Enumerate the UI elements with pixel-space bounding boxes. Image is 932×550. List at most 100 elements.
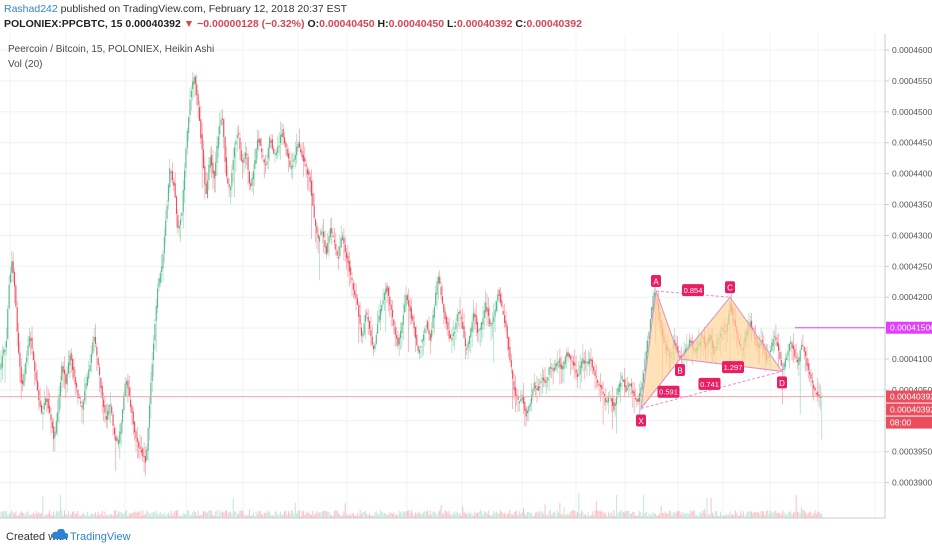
- price-tag-label: 08:00: [890, 418, 912, 428]
- price-tag-label: 0.00041506: [890, 323, 932, 333]
- candle-body: [238, 133, 240, 135]
- volume-bar: [27, 511, 29, 518]
- volume-bar: [393, 512, 395, 518]
- volume-bar: [351, 513, 353, 518]
- volume-bar: [4, 511, 6, 518]
- volume-bar: [355, 515, 357, 518]
- candle-body: [335, 243, 337, 250]
- candle-body: [645, 351, 647, 360]
- volume-bar: [263, 512, 265, 518]
- tradingview-brand-link[interactable]: TradingView: [70, 531, 131, 543]
- volume-bar: [225, 510, 227, 518]
- volume-bar: [532, 515, 534, 518]
- volume-bar: [146, 510, 148, 518]
- candle-body: [250, 183, 252, 187]
- volume-bar: [46, 514, 48, 518]
- volume-bar: [386, 514, 388, 518]
- volume-bar: [509, 510, 511, 518]
- candle-body: [445, 316, 448, 324]
- candle-body: [795, 356, 797, 358]
- volume-bar: [105, 515, 107, 518]
- candle-body: [193, 77, 195, 85]
- volume-bar: [455, 511, 457, 518]
- volume-bar: [721, 514, 723, 518]
- volume-bar: [478, 512, 480, 518]
- candle-body: [142, 448, 144, 457]
- candle-body: [625, 385, 627, 393]
- candle-body: [215, 162, 217, 176]
- volume-bar: [740, 510, 742, 518]
- candle-body: [229, 186, 232, 191]
- candle-body: [135, 431, 137, 439]
- candle-body: [570, 355, 572, 360]
- volume-bar: [447, 512, 449, 518]
- candle-body: [108, 404, 110, 415]
- candle-body: [144, 456, 146, 463]
- candle-body: [66, 373, 68, 385]
- volume-bar: [182, 512, 184, 518]
- volume-bar: [18, 515, 20, 518]
- candle-body: [265, 164, 267, 166]
- candle-body: [400, 330, 402, 339]
- volume-bar: [122, 513, 123, 518]
- candle-body: [369, 321, 371, 330]
- candle-body: [401, 323, 403, 334]
- volume-bar: [47, 513, 49, 518]
- candle-body: [559, 358, 561, 368]
- volume-bar: [819, 513, 821, 518]
- volume-bar: [223, 512, 225, 518]
- volume-bar: [675, 512, 677, 518]
- volume-bar: [755, 512, 757, 518]
- volume-bar: [452, 512, 454, 518]
- candle-body: [371, 336, 373, 345]
- candle-body: [769, 350, 772, 352]
- volume-bar: [714, 510, 716, 518]
- volume-bar: [433, 511, 435, 518]
- candle-body: [598, 383, 600, 386]
- candle-body: [807, 363, 809, 371]
- volume-bar: [693, 510, 695, 518]
- volume-bar: [728, 514, 730, 518]
- volume-bar: [504, 512, 506, 518]
- volume-bar: [62, 515, 64, 518]
- volume-bar: [554, 511, 555, 518]
- candle-body: [402, 314, 404, 325]
- volume-bar: [705, 513, 707, 518]
- candle-body: [161, 266, 163, 272]
- author-link[interactable]: Rashad242: [4, 3, 58, 15]
- candle-body: [115, 435, 117, 441]
- candle-body: [676, 346, 678, 352]
- plot-area[interactable]: [0, 34, 885, 518]
- volume-bar: [798, 512, 800, 518]
- volume-bar: [628, 510, 630, 518]
- volume-bar: [744, 515, 746, 518]
- candle-body: [587, 360, 589, 365]
- volume-bar: [258, 511, 260, 518]
- candle-body: [150, 382, 152, 405]
- volume-bar: [92, 513, 94, 518]
- candle-body: [4, 349, 6, 352]
- volume-bar: [331, 515, 333, 518]
- candle-body: [460, 317, 462, 319]
- candle-body: [153, 343, 155, 360]
- candle-body: [289, 160, 291, 167]
- volume-bar: [50, 514, 52, 518]
- candle-body: [62, 365, 64, 373]
- candle-body: [564, 356, 566, 364]
- volume-bar: [61, 510, 63, 518]
- open-value: 0.00040450: [319, 18, 375, 30]
- volume-bar: [803, 510, 805, 518]
- candle-body: [223, 118, 225, 138]
- pattern-ratio-badge: [698, 377, 721, 390]
- candle-body: [363, 323, 365, 334]
- candle-body: [448, 330, 450, 339]
- candle-body: [591, 359, 593, 368]
- volume-bar: [710, 497, 712, 518]
- candle-body: [347, 255, 349, 264]
- candle-body: [306, 169, 308, 175]
- volume-bar: [20, 511, 22, 518]
